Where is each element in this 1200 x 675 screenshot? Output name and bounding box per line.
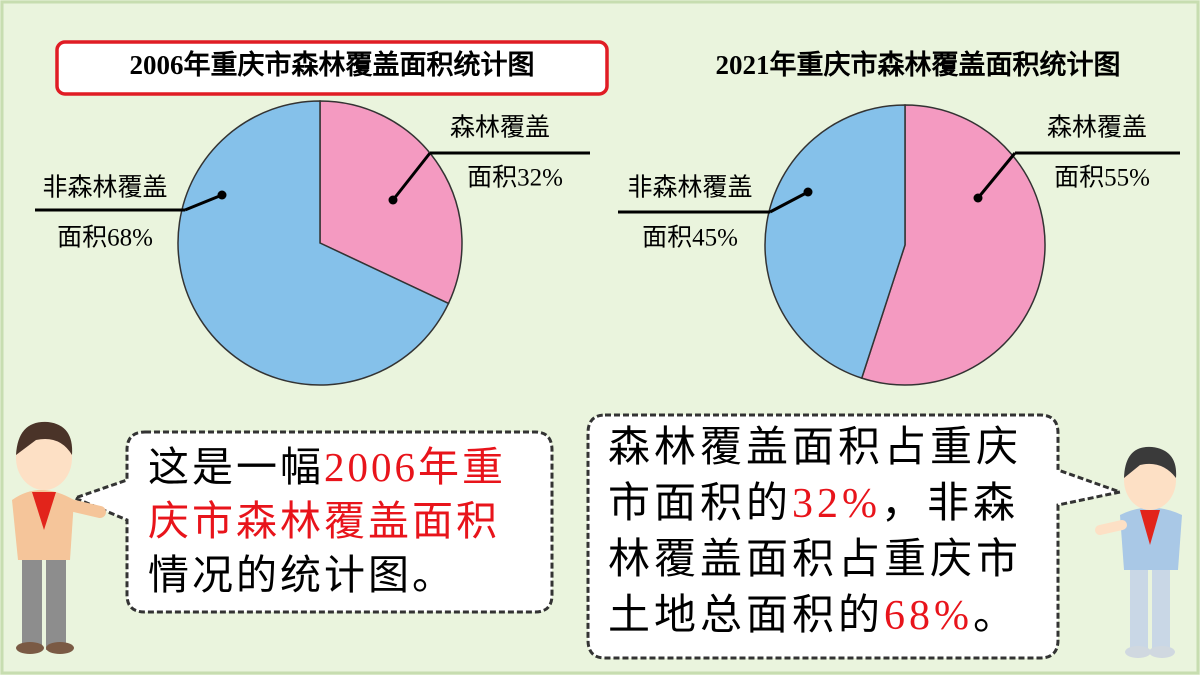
- boy-left: [12, 421, 106, 654]
- leader-line: [184, 193, 223, 212]
- slice-label: 森林覆盖: [450, 114, 550, 142]
- bubble-segment: 这是一幅: [148, 444, 324, 490]
- slice-value-label: 面积45%: [642, 224, 738, 252]
- bubble-segment: 32%: [792, 481, 882, 527]
- bubble-text-left: 这是一幅2006年重庆市森林覆盖面积情况的统计图。: [148, 440, 543, 602]
- bubble-segment: 情况的统计图。: [148, 552, 456, 598]
- slice-label: 非森林覆盖: [42, 174, 167, 202]
- chart-title: 2021年重庆市森林覆盖面积统计图: [716, 49, 1121, 80]
- slice-label: 非森林覆盖: [627, 174, 752, 202]
- slice-value-label: 面积55%: [1054, 164, 1150, 192]
- bubble-text-right: 森林覆盖面积占重庆市面积的32%，非森林覆盖面积占重庆市土地总面积的68%。: [608, 420, 1048, 644]
- bubble-segment: ，非森林覆盖面积占重庆市土地总面积的: [608, 481, 1023, 639]
- title-box: [55, 40, 609, 96]
- bubble-segment: 。: [973, 593, 1020, 639]
- boy-right: [1095, 446, 1182, 658]
- bubble-right: [586, 413, 1126, 660]
- pie-slice: [177, 100, 450, 386]
- slice-value-label: 面积32%: [467, 164, 563, 192]
- bubble-segment: 68%: [884, 593, 974, 639]
- chart-title: 2006年重庆市森林覆盖面积统计图: [130, 49, 535, 80]
- bubble-segment: 2006年重庆市森林覆盖面积: [148, 444, 506, 544]
- pie-slice: [860, 104, 1046, 386]
- leader-line: [391, 152, 432, 201]
- bubble-segment: 森林覆盖面积占重庆市面积的: [608, 425, 1023, 527]
- leader-line: [769, 190, 809, 214]
- leader-line: [976, 152, 1017, 199]
- pie-slice: [764, 104, 906, 380]
- slice-label: 森林覆盖: [1047, 114, 1147, 142]
- bubble-left: [70, 430, 554, 614]
- slice-value-label: 面积68%: [57, 224, 153, 252]
